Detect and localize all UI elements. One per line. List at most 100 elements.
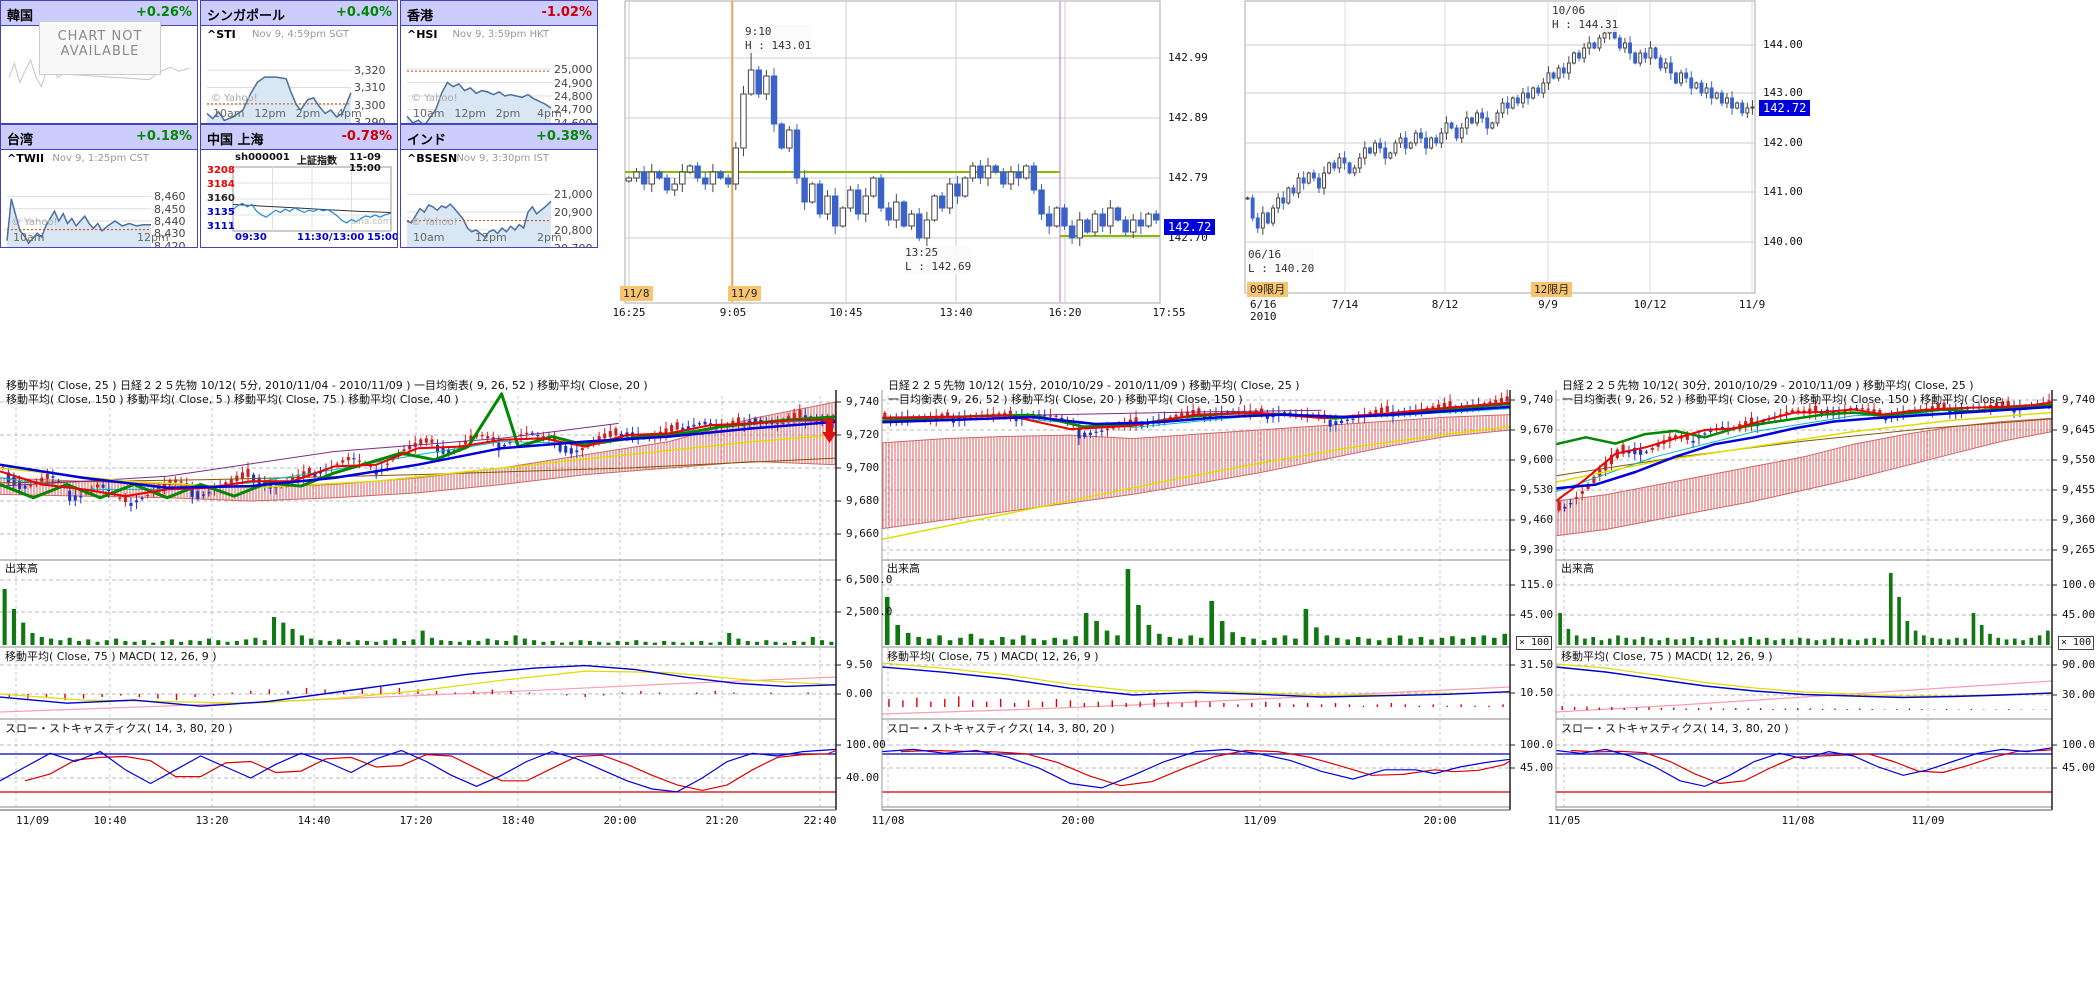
tech-panel-group-1 xyxy=(0,390,841,811)
candle-body xyxy=(1449,122,1454,129)
candle-body xyxy=(1500,102,1505,114)
candle-body xyxy=(469,435,473,441)
candle-body xyxy=(1574,497,1579,499)
candle-body xyxy=(1038,189,1045,215)
candle-body xyxy=(1650,447,1654,450)
candle-body xyxy=(1444,122,1449,134)
volume-bar xyxy=(151,642,156,645)
candle-body xyxy=(569,448,573,454)
market-card-1[interactable]: 韓国 +0.26% CHART NOT AVAILABLE xyxy=(0,0,198,124)
plot-frame xyxy=(624,0,1161,304)
y-axis-value: 3160 xyxy=(207,192,235,204)
candle-body xyxy=(1122,219,1129,233)
candle-body xyxy=(1703,433,1707,435)
candle-body xyxy=(352,458,356,460)
candle-body xyxy=(1633,447,1637,455)
x100-scale-badge: × 100 xyxy=(1516,636,1553,650)
price-axis-label: 143.00 xyxy=(1763,86,1803,99)
time-axis-label: 10am xyxy=(213,107,245,120)
candle-body xyxy=(1709,87,1714,99)
candle-body xyxy=(1704,87,1709,94)
indicator-axis-label: 9,600 xyxy=(1520,453,1554,466)
volume-bar xyxy=(457,641,462,645)
stoch-d-line xyxy=(24,749,837,792)
indicator-axis-label: 9,680 xyxy=(846,494,880,507)
candle-body xyxy=(847,189,854,209)
volume-bar xyxy=(1429,639,1434,645)
market-card-5[interactable]: 中国 上海 -0.78% sh000001 上証指数 11-09 15:00 3208 31… xyxy=(200,124,398,248)
y-axis-value: 8,420 xyxy=(154,239,186,248)
candle-body xyxy=(1334,421,1338,426)
indicator-axis-label: 10.50 xyxy=(1520,686,1554,699)
moving-average-line-4 xyxy=(0,392,837,500)
volume-bar xyxy=(1502,633,1508,645)
candle-body xyxy=(648,171,655,185)
candle-body xyxy=(1749,417,1754,426)
candle-body xyxy=(1286,187,1291,204)
market-card-6[interactable]: インド +0.38% ^BSESN Nov 9, 3:30pm IST 21,000 20… xyxy=(400,124,598,248)
macd-line xyxy=(0,664,837,707)
candle-body xyxy=(709,171,717,185)
volume-bar xyxy=(829,641,834,645)
indicator-axis-label: 9,740 xyxy=(2062,393,2096,406)
time-axis-label: 17:20 xyxy=(399,814,433,827)
date-axis-label: 11/9 xyxy=(1738,298,1766,311)
candle-body xyxy=(1068,225,1076,239)
candle-body xyxy=(1784,412,1789,414)
volume-bar xyxy=(1988,633,1992,645)
indicator-axis-label: 100.00 xyxy=(2062,578,2096,591)
candle-body xyxy=(1431,406,1435,409)
volume-bar xyxy=(773,641,778,645)
market-card-2[interactable]: シンガポール +0.40% ^STI Nov 9, 4:59pm SGT 3,320 3,… xyxy=(200,0,398,124)
candle-body xyxy=(969,165,976,179)
volume-bar xyxy=(1946,639,1951,645)
volume-bar xyxy=(346,641,351,645)
volume-bar xyxy=(606,642,611,645)
volume-bar xyxy=(532,640,537,645)
candle-body xyxy=(1531,87,1536,99)
candle-body xyxy=(1048,415,1052,417)
candle-body xyxy=(954,183,961,197)
candle-body xyxy=(519,434,523,437)
daily-chart-group xyxy=(1244,0,1756,294)
ma75-line xyxy=(1555,680,2053,713)
volume-bar xyxy=(476,641,481,645)
candle-body xyxy=(40,477,44,482)
candle-body xyxy=(1740,102,1745,114)
market-card-3[interactable]: 香港 -1.02% ^HSI Nov 9, 3:59pm HKT 25,000 24,90… xyxy=(400,0,598,124)
candle-body xyxy=(1434,137,1439,144)
card-header: 中国 上海 -0.78% xyxy=(201,125,397,150)
card-header: インド +0.38% xyxy=(401,125,597,150)
volume-bar xyxy=(1764,637,1769,645)
time-axis-label: 10:40 xyxy=(93,814,127,827)
volume-bar xyxy=(1177,638,1183,645)
last-price-badge: 142.72 xyxy=(1164,219,1216,235)
candle-body xyxy=(107,488,111,492)
candle-body xyxy=(1494,399,1498,403)
time-axis-label: 20:00 xyxy=(603,814,637,827)
market-card-4[interactable]: 台湾 +0.18% ^TWII Nov 9, 1:25pm CST 8,460 8,450… xyxy=(0,124,198,248)
volume-bar xyxy=(979,638,984,645)
candle-body xyxy=(946,412,950,419)
indicator-axis-label: 90.00 xyxy=(2062,658,2096,671)
candle-body xyxy=(663,177,671,191)
volume-bar xyxy=(1855,640,1860,645)
volume-bar xyxy=(1731,640,1736,645)
indicator-axis-label: 9,740 xyxy=(1520,393,1554,406)
candle-body xyxy=(763,75,770,95)
candle-body xyxy=(694,165,701,179)
time-axis-label: 10am xyxy=(413,231,445,244)
volume-bar xyxy=(1366,638,1372,645)
candle-body xyxy=(1437,404,1441,409)
candle-body xyxy=(1271,207,1275,224)
candle-body xyxy=(1942,402,1946,409)
candle-body xyxy=(1357,157,1362,169)
candle-body xyxy=(1556,67,1561,79)
candle-body xyxy=(307,468,311,476)
candle-body xyxy=(1076,219,1083,239)
candle-body xyxy=(900,201,908,227)
candle-body xyxy=(196,491,200,499)
y-axis-value: 3135 xyxy=(207,207,235,219)
